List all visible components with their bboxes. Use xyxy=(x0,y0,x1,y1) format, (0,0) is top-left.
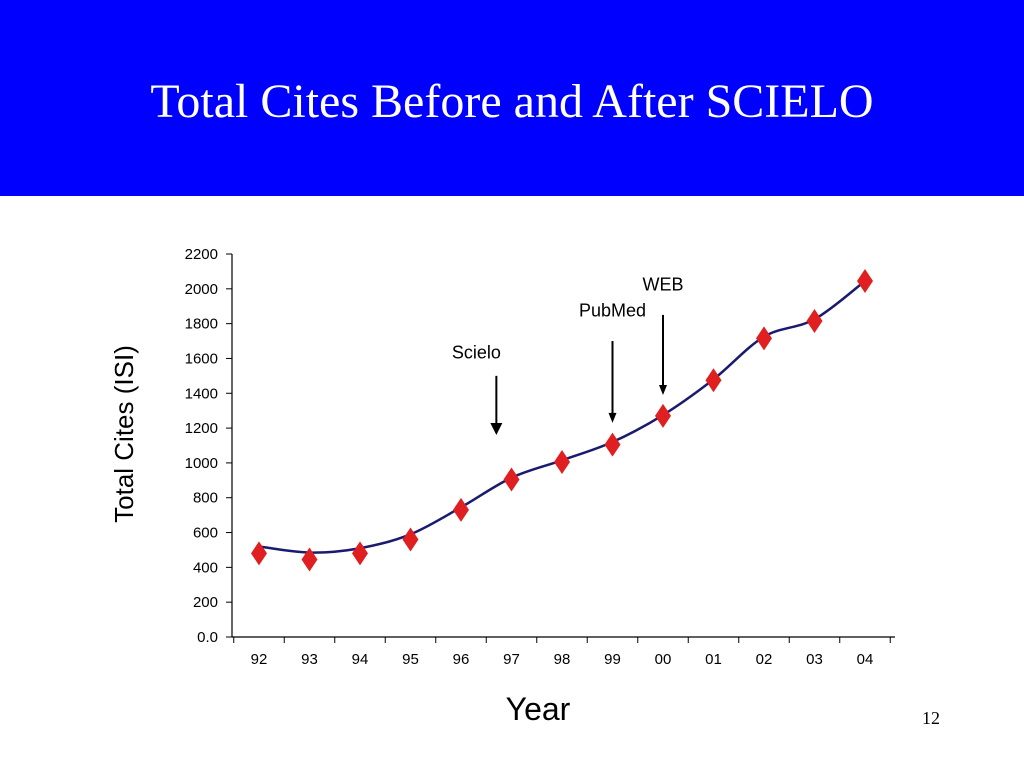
annotation-arrow-head xyxy=(490,423,503,436)
data-point-marker xyxy=(402,527,419,552)
y-tick-label: 1200 xyxy=(185,420,218,437)
annotation-label: Scielo xyxy=(452,342,501,362)
x-tick-label: 96 xyxy=(453,651,470,668)
y-tick-label: 1600 xyxy=(185,350,218,367)
data-point-marker xyxy=(503,467,520,492)
y-tick-label: 800 xyxy=(193,490,218,507)
annotation-arrow-head xyxy=(659,385,667,396)
data-point-marker xyxy=(604,432,621,457)
x-tick-label: 98 xyxy=(554,651,571,668)
data-point-marker xyxy=(857,268,873,293)
y-tick-label: 400 xyxy=(193,559,218,576)
data-point-marker xyxy=(806,309,823,334)
y-axis-label: Total Cites (ISI) xyxy=(109,345,139,523)
data-point-marker xyxy=(554,450,570,475)
chart-axes xyxy=(231,254,895,638)
x-tick-label: 04 xyxy=(857,651,874,668)
x-axis-label: Year xyxy=(506,691,571,727)
x-tick-label: 02 xyxy=(756,651,773,668)
annotation-arrow-head xyxy=(608,412,617,423)
data-point-marker xyxy=(251,541,267,566)
x-tick-label: 99 xyxy=(604,651,621,668)
y-tick-label: 1000 xyxy=(185,455,218,472)
y-tick-label: 1800 xyxy=(185,316,218,333)
annotation-label: PubMed xyxy=(579,301,646,321)
y-tick-label: 1400 xyxy=(185,385,218,402)
x-tick-label: 97 xyxy=(503,651,520,668)
x-tick-label: 93 xyxy=(301,651,318,668)
y-tick-label: 2200 xyxy=(185,246,218,263)
data-point-marker xyxy=(352,541,368,566)
y-tick-label: 200 xyxy=(193,594,218,611)
x-tick-label: 03 xyxy=(806,651,823,668)
annotations: Scielo PubMed WEB xyxy=(452,275,684,436)
x-tick-label: 00 xyxy=(655,651,672,668)
title-bar xyxy=(0,0,1024,196)
y-tick-label: 0.0 xyxy=(197,629,218,646)
x-tick-label: 94 xyxy=(352,651,369,668)
series-line xyxy=(258,279,866,554)
data-series xyxy=(251,268,873,572)
data-point-marker xyxy=(705,368,722,393)
data-point-marker xyxy=(453,497,469,522)
x-tick-label: 95 xyxy=(402,651,419,668)
y-tick-label: 600 xyxy=(193,525,218,542)
annotation-label: WEB xyxy=(642,275,683,295)
page-number: 12 xyxy=(922,708,940,728)
slide-title: Total Cites Before and After SCIELO xyxy=(150,75,874,128)
y-tick-label: 2000 xyxy=(185,281,218,298)
data-point-marker xyxy=(655,403,671,428)
x-tick-label: 92 xyxy=(251,651,268,668)
x-tick-label: 01 xyxy=(705,651,722,668)
x-axis-ticks: 92 93 94 95 96 97 98 99 00 01 02 03 04 xyxy=(233,637,891,668)
data-point-marker xyxy=(301,547,318,572)
data-point-marker xyxy=(756,326,772,351)
y-axis-ticks: 0.0 200 400 600 800 1000 1200 1400 1600 1800 2000 2… xyxy=(185,246,232,646)
